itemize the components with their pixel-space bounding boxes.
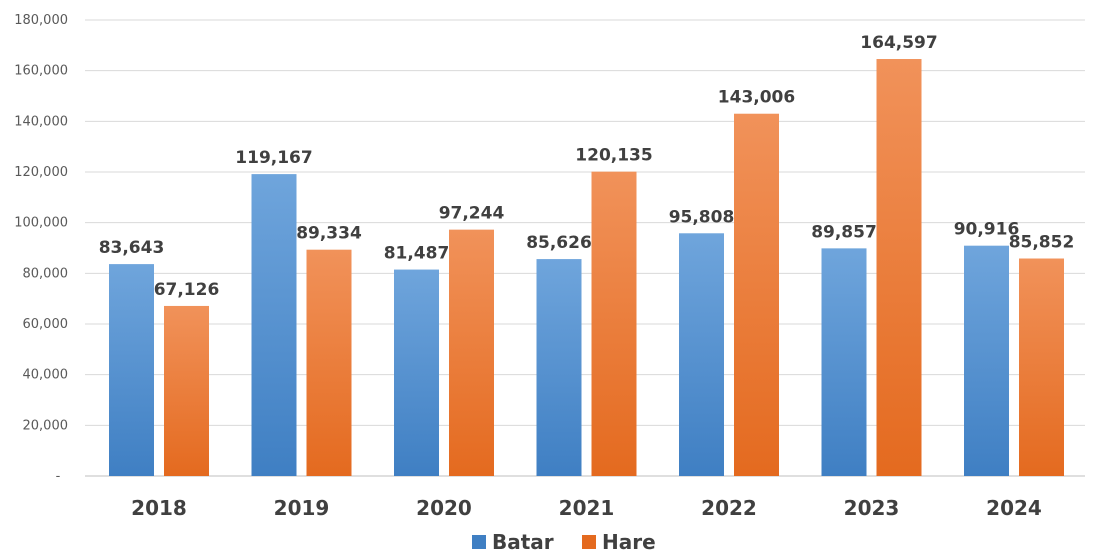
y-axis-ticks: - 20,000 40,000 60,000 80,000 100,000 120,000 1… — [14, 13, 68, 484]
y-tick-label: 60,000 — [23, 317, 69, 332]
bar-batar-2022 — [679, 233, 724, 476]
bar-hare-2022 — [734, 113, 779, 476]
bar-batar-2023 — [821, 248, 867, 476]
data-label-batar-2022: 95,808 — [669, 207, 735, 227]
bar-batar-2019 — [251, 174, 297, 476]
bar-hare-2020 — [449, 229, 494, 476]
y-tick-label: - — [56, 469, 61, 484]
data-label-hare-2020: 97,244 — [439, 204, 505, 224]
data-label-hare-2024: 85,852 — [1009, 233, 1075, 253]
x-tick-label: 2024 — [986, 496, 1042, 520]
data-label-hare-2018: 67,126 — [154, 280, 220, 300]
y-tick-label: 20,000 — [23, 418, 69, 433]
data-label-batar-2020: 81,487 — [384, 244, 450, 264]
bar-batar-2021 — [536, 259, 582, 476]
data-label-batar-2024: 90,916 — [954, 220, 1020, 240]
data-label-batar-2018: 83,643 — [99, 238, 165, 258]
data-label-hare-2022: 143,006 — [718, 88, 795, 108]
y-tick-label: 40,000 — [23, 368, 69, 383]
x-tick-label: 2019 — [274, 496, 330, 520]
data-label-hare-2021: 120,135 — [575, 146, 652, 166]
x-axis-ticks: 2018 2019 2020 2021 2022 2023 2024 — [131, 496, 1042, 520]
data-label-hare-2023: 164,597 — [860, 33, 937, 53]
bar-batar-2018 — [109, 264, 154, 476]
y-tick-label: 140,000 — [14, 114, 68, 129]
data-label-batar-2019: 119,167 — [235, 148, 312, 168]
data-label-batar-2023: 89,857 — [811, 222, 877, 242]
x-tick-label: 2023 — [844, 496, 900, 520]
y-tick-label: 160,000 — [14, 64, 68, 79]
x-tick-label: 2022 — [701, 496, 757, 520]
y-tick-label: 80,000 — [23, 266, 69, 281]
bar-hare-2023 — [876, 59, 922, 476]
legend-label-batar: Batar — [492, 530, 554, 553]
legend-swatch-batar — [472, 535, 486, 549]
bar-batar-2024 — [964, 245, 1009, 476]
data-label-batar-2021: 85,626 — [526, 233, 592, 253]
data-labels: 83,643 67,126 119,167 89,334 81,487 97,244 85,… — [99, 33, 1075, 300]
legend-label-hare: Hare — [602, 530, 656, 553]
x-tick-label: 2020 — [416, 496, 472, 520]
y-tick-label: 180,000 — [14, 13, 68, 28]
bar-hare-2019 — [306, 249, 352, 476]
x-tick-label: 2021 — [559, 496, 615, 520]
bar-hare-2021 — [591, 171, 637, 476]
bar-batar-2020 — [394, 269, 439, 476]
x-tick-label: 2018 — [131, 496, 187, 520]
y-tick-label: 100,000 — [14, 216, 68, 231]
bar-hare-2018 — [164, 305, 209, 476]
bars — [109, 59, 1064, 476]
y-tick-label: 120,000 — [14, 165, 68, 180]
legend-swatch-hare — [582, 535, 596, 549]
legend: Batar Hare — [472, 530, 656, 553]
bar-hare-2024 — [1019, 258, 1064, 476]
data-label-hare-2019: 89,334 — [296, 224, 362, 244]
